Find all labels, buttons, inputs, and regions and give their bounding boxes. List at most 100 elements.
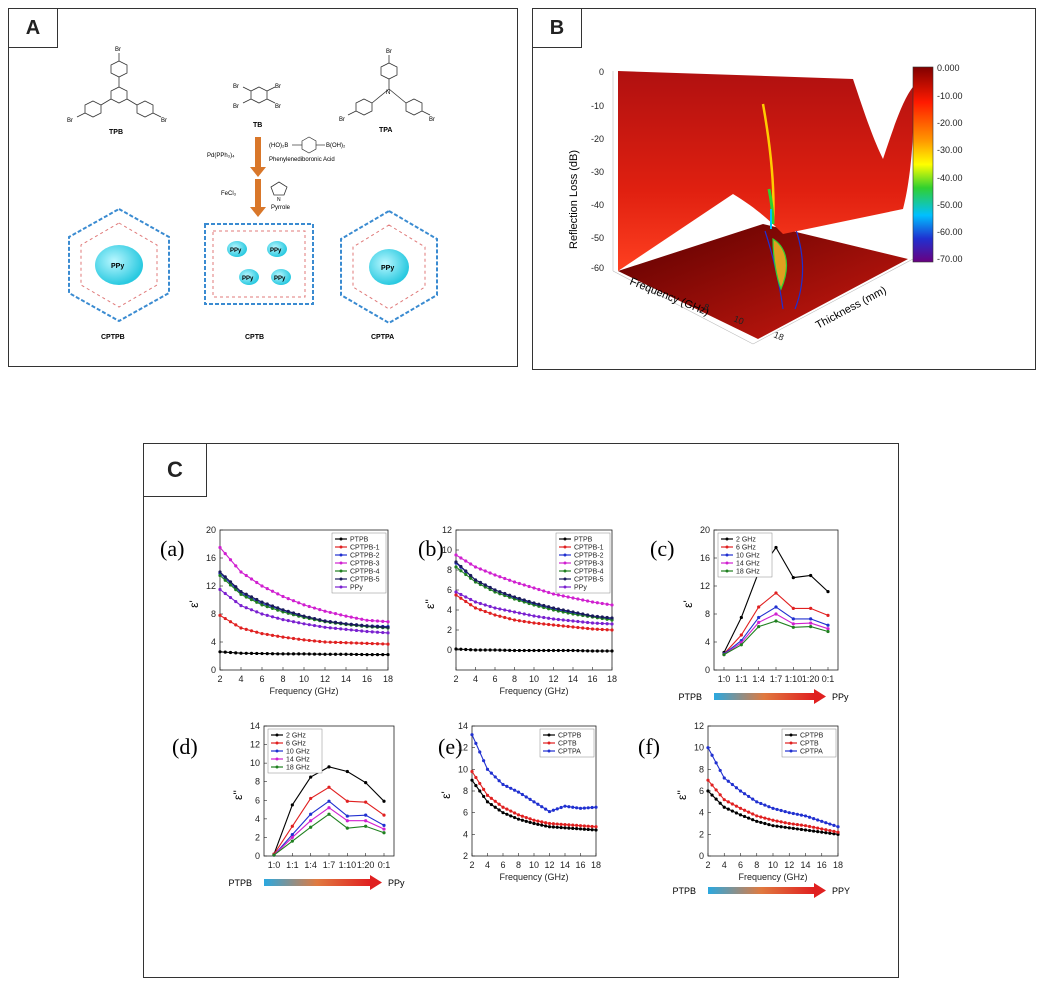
- chart-e-point: [520, 818, 524, 822]
- chart-c-point: [809, 573, 813, 578]
- chart-a-point: [276, 592, 280, 596]
- chart-a-point: [218, 545, 222, 550]
- chart-a-ytick: 0: [211, 665, 216, 675]
- chart-c-point: [739, 643, 743, 647]
- chart-c-legend-entry: 18 GHz: [736, 569, 760, 576]
- chart-a-point: [333, 652, 338, 656]
- chart-f-gradient-right: PPY: [832, 886, 850, 896]
- svg-text:Br: Br: [233, 84, 239, 90]
- chart-f-point: [742, 808, 747, 812]
- catalyst-1: Pd(PPh₃)₄: [207, 153, 235, 159]
- chart-b-point: [551, 617, 556, 621]
- chart-a-point: [291, 599, 296, 603]
- floor-projection: [618, 224, 908, 339]
- chart-a-point: [297, 621, 301, 625]
- chart-a-point: [255, 580, 259, 585]
- chart-a-xtick: 18: [383, 674, 393, 684]
- chart-e-point: [516, 817, 521, 821]
- chart-c-series-4: [723, 620, 829, 656]
- chart-d-xtick: 1:0: [268, 860, 281, 870]
- chart-d-ytick: 4: [255, 814, 260, 824]
- chart-b-point: [576, 611, 580, 615]
- chart-b-point: [503, 608, 507, 612]
- chart-e-point: [536, 822, 540, 826]
- cbar-label-6: -60.00: [937, 227, 963, 237]
- chart-a-ytick: 20: [206, 525, 216, 535]
- chart-b-point: [478, 601, 482, 606]
- chart-b-point: [527, 613, 531, 617]
- chart-f-point: [812, 817, 816, 821]
- chart-a-point: [260, 584, 264, 588]
- chart-f-point: [787, 826, 791, 830]
- chart-b-point: [590, 600, 595, 604]
- chart-a-point: [328, 626, 332, 630]
- chart-e-point: [586, 806, 590, 810]
- chart-a-point: [297, 652, 301, 656]
- chart-e-ytick: 12: [458, 743, 468, 753]
- chart-b-series-6: [455, 591, 613, 625]
- chart-e-point: [551, 808, 555, 812]
- chart-f-point: [706, 778, 710, 782]
- chart-a-point: [318, 624, 322, 629]
- chart-d-point: [327, 806, 331, 810]
- chart-a-legend-entry: CPTPB-4: [350, 569, 380, 576]
- chart-a-point: [265, 652, 269, 656]
- chart-b-point: [590, 649, 595, 653]
- chart-e-point: [536, 819, 540, 823]
- chart-d-point: [382, 823, 386, 827]
- chart-c-legend-marker: [725, 553, 729, 557]
- chart-d-xtick: 1:4: [304, 860, 317, 870]
- chart-a-point: [354, 628, 359, 633]
- chart-a-point: [354, 641, 359, 645]
- chart-b-point: [473, 648, 478, 652]
- chart-f-point: [751, 818, 755, 822]
- chart-b-point: [498, 614, 502, 618]
- chart-a-legend-entry: PTPB: [350, 537, 369, 544]
- svg-text:8: 8: [702, 302, 710, 313]
- chart-e-point: [547, 809, 552, 814]
- chart-e-point: [586, 827, 590, 832]
- chart-b-point: [595, 621, 599, 625]
- chart-c-legend-marker: [725, 545, 729, 549]
- chart-e-point: [586, 824, 590, 828]
- chart-b-point: [586, 613, 590, 617]
- chart-f-point: [824, 831, 828, 835]
- chart-b-point: [454, 565, 458, 569]
- chart-a-point: [360, 617, 364, 621]
- chart-f-point: [783, 809, 787, 814]
- chart-a-point: [365, 641, 369, 645]
- chart-a-point: [381, 630, 385, 635]
- chart-e-point: [485, 800, 490, 804]
- chart-a-xlabel: Frequency (GHz): [269, 686, 338, 696]
- chart-a-point: [386, 653, 390, 657]
- chart-a-point: [365, 653, 369, 657]
- chart-c-point: [826, 590, 830, 594]
- chart-b-xtick: 12: [548, 674, 558, 684]
- chart-a-point: [349, 628, 353, 632]
- chart-f-xtick: 18: [833, 860, 843, 870]
- svg-text:10: 10: [732, 314, 745, 327]
- chart-c-point: [774, 619, 778, 623]
- chart-b-point: [503, 648, 507, 652]
- chart-a-point: [365, 624, 369, 628]
- chart-e-xtick: 6: [500, 860, 505, 870]
- chart-d-series-0: [273, 766, 385, 855]
- chart-a-point: [291, 620, 296, 624]
- chart-b-point: [454, 560, 458, 564]
- chart-e-point: [578, 827, 583, 831]
- svg-text:Br: Br: [386, 49, 392, 55]
- chart-a-legend-entry: CPTPB-2: [350, 553, 380, 560]
- chart-d-point: [345, 826, 349, 830]
- chart-f-point: [742, 814, 747, 819]
- chart-a-point: [286, 609, 290, 613]
- chart-b-legend-entry: CPTPB-5: [574, 577, 604, 584]
- chart-f-series-2: [707, 747, 839, 828]
- chart-e-xtick: 8: [516, 860, 521, 870]
- chart-e-legend-marker: [547, 741, 551, 745]
- chart-b-point: [473, 565, 478, 569]
- chart-f-point: [807, 828, 812, 833]
- chart-f-point: [787, 821, 791, 826]
- chart-b-point: [556, 593, 560, 597]
- chart-a-point: [360, 641, 364, 645]
- chart-b-point: [469, 597, 473, 602]
